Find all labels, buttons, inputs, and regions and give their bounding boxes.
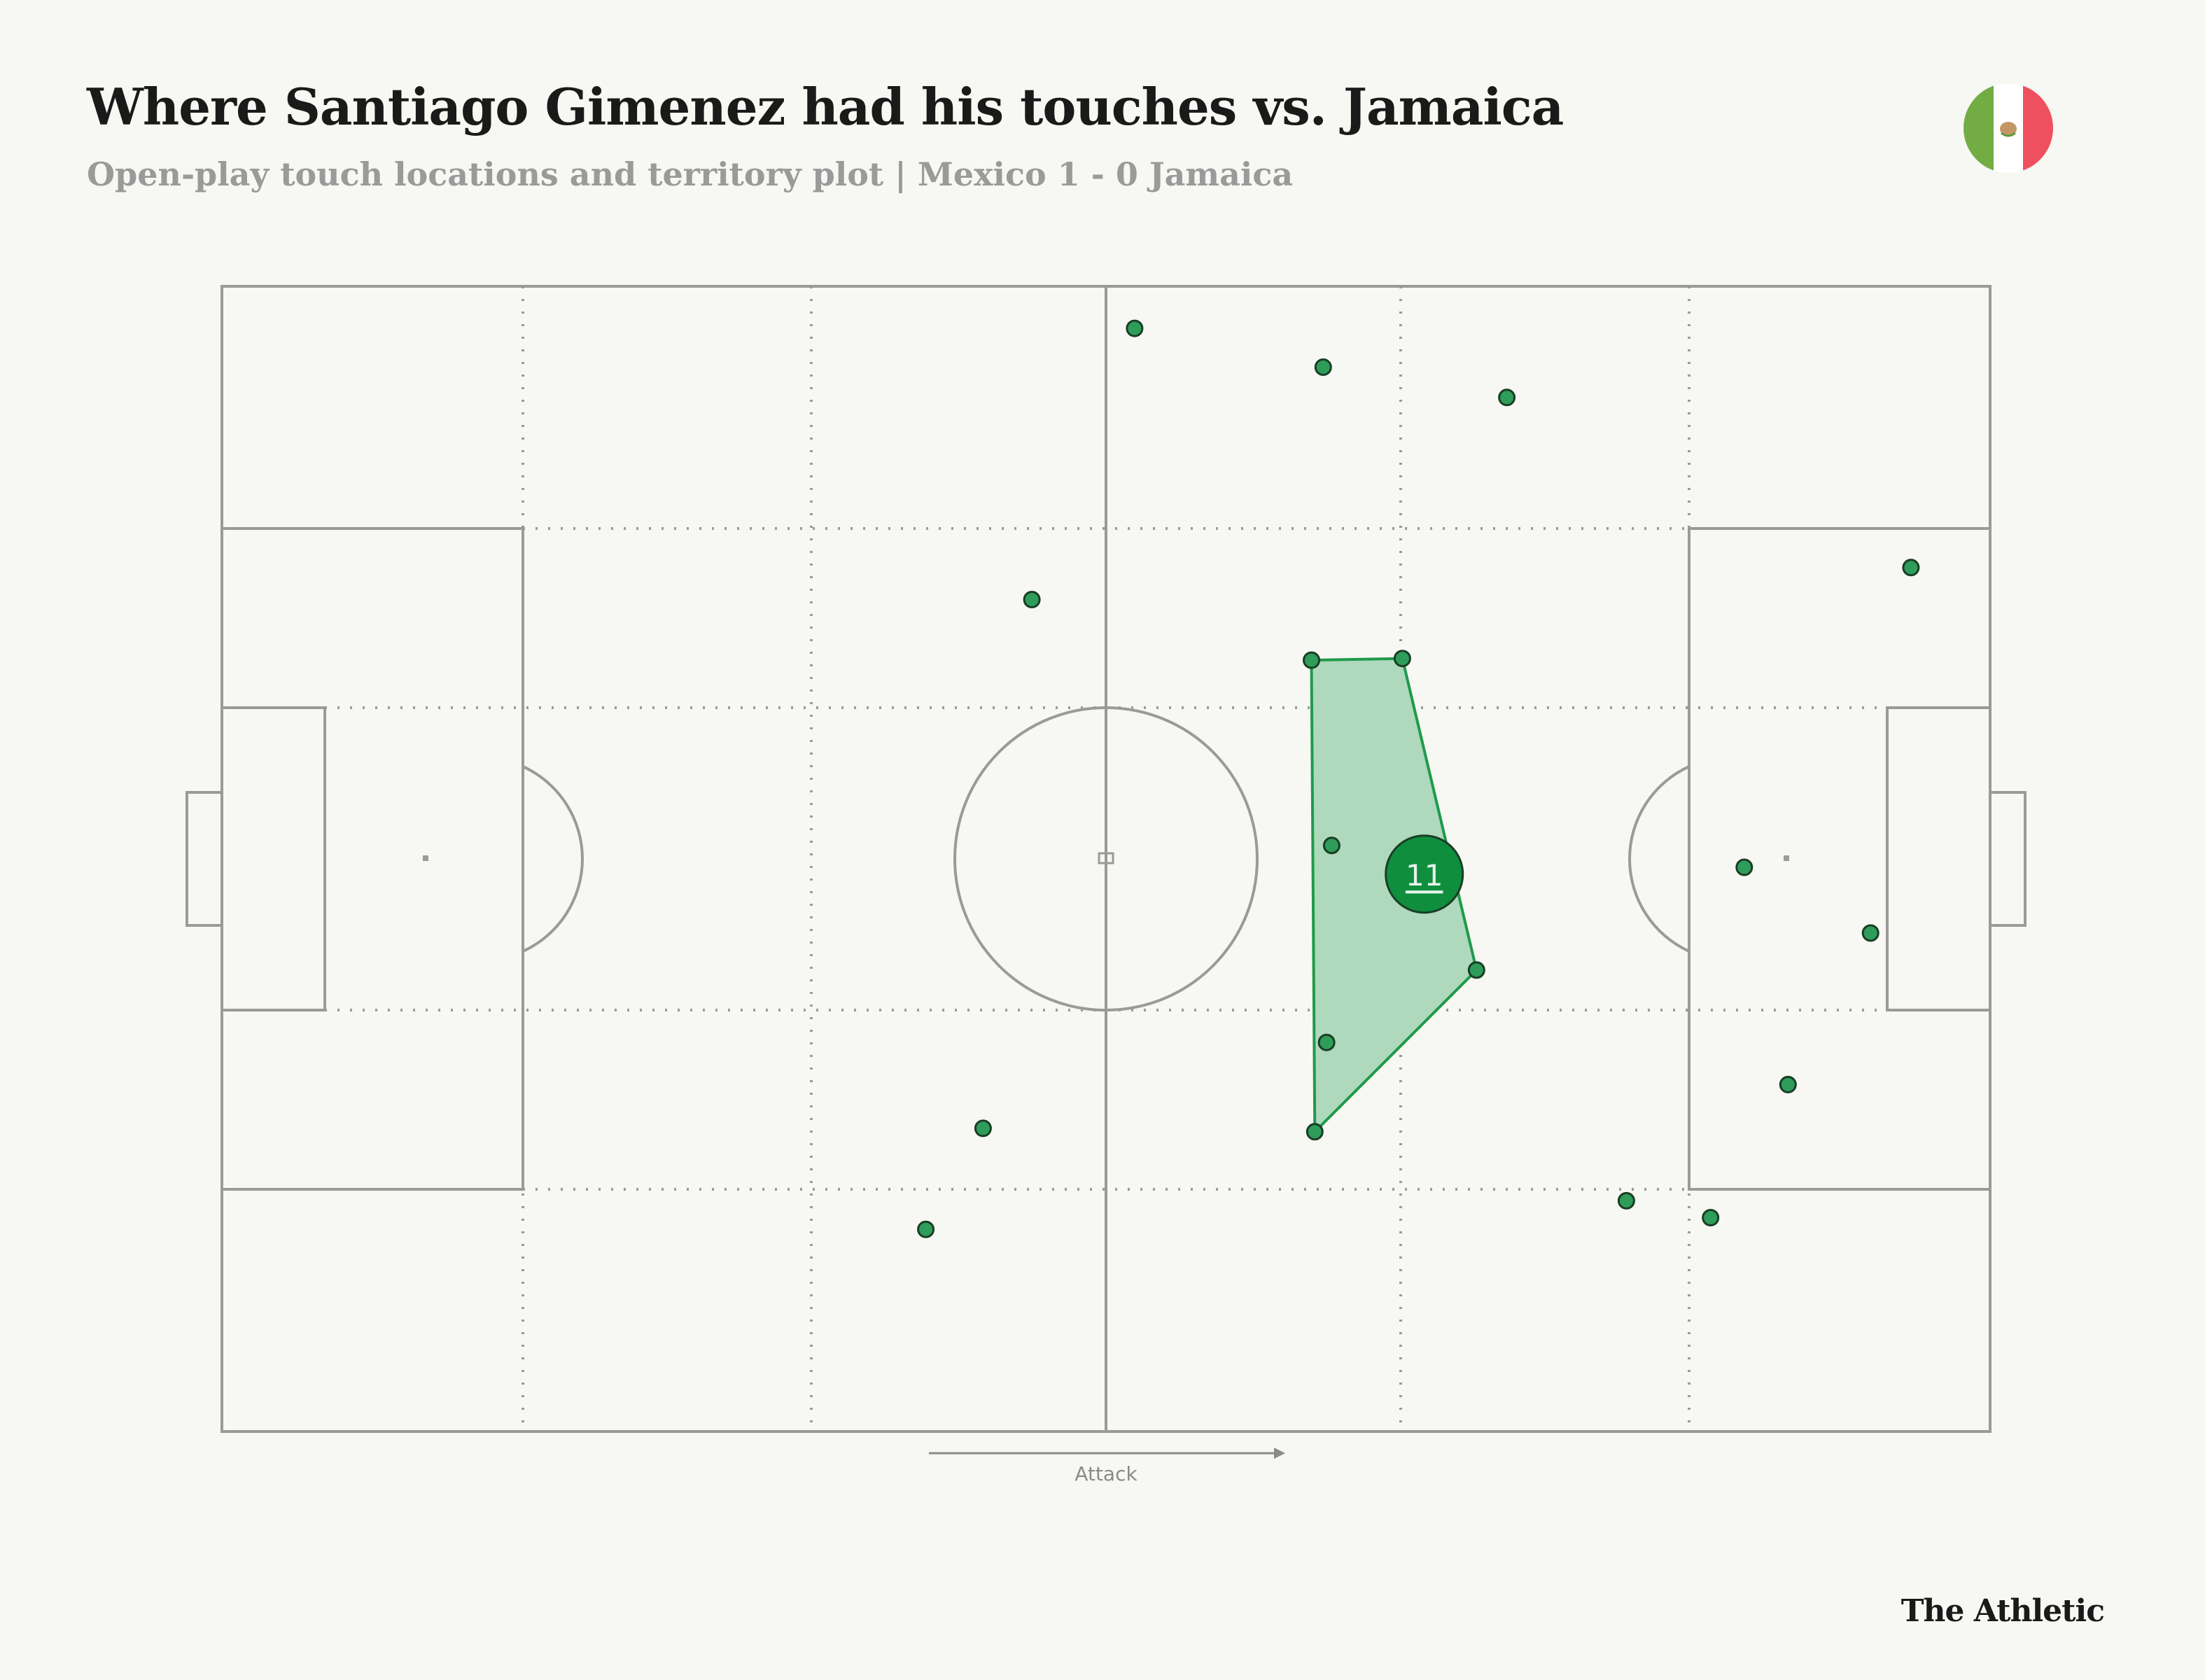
touch-point <box>1314 358 1332 376</box>
the-athletic-logo: The Athletic <box>1900 1593 2105 1629</box>
mexico-flag-icon <box>1963 83 2053 173</box>
chart-subtitle: Open-play touch locations and territory … <box>87 155 1294 193</box>
touch-point <box>974 1119 992 1138</box>
touch-point <box>917 1220 935 1238</box>
touch-point <box>1322 836 1340 855</box>
left-goal <box>186 791 223 927</box>
touch-points <box>917 319 1920 1238</box>
touch-point <box>1617 1191 1635 1210</box>
left-penalty-area <box>220 527 524 1191</box>
average-position-marker: 11 <box>1385 834 1464 914</box>
left-penalty-arc <box>522 765 584 953</box>
touch-point <box>1306 1123 1324 1141</box>
attack-label: Attack <box>1074 1462 1138 1485</box>
attack-direction: Attack <box>929 1448 1285 1485</box>
touch-point <box>1702 1209 1720 1226</box>
touch-point <box>1498 388 1516 407</box>
pitch-markings <box>186 285 2026 1433</box>
player-number-label: 11 <box>1406 858 1443 892</box>
right-six-yard-box <box>1886 706 1991 1011</box>
touch-point <box>1735 858 1754 876</box>
right-penalty-area <box>1688 527 1991 1191</box>
zone-grid <box>325 286 1887 1432</box>
left-six-yard-box <box>220 706 326 1011</box>
touch-point <box>1317 1033 1336 1051</box>
right-penalty-arc <box>1628 765 1690 953</box>
centre-spot <box>1098 852 1114 864</box>
right-penalty-spot <box>1784 855 1789 861</box>
touch-point <box>1902 559 1920 577</box>
touch-point <box>1023 591 1041 608</box>
touch-point <box>1467 961 1485 979</box>
touch-point <box>1393 650 1411 668</box>
left-penalty-spot <box>423 855 428 861</box>
touch-point <box>1861 924 1879 942</box>
chart-title: Where Santiago Gimenez had his touches v… <box>87 77 1564 136</box>
touch-point <box>1779 1075 1797 1093</box>
touch-point <box>1303 651 1320 669</box>
touch-point <box>1126 319 1144 337</box>
right-goal <box>1989 791 2026 927</box>
